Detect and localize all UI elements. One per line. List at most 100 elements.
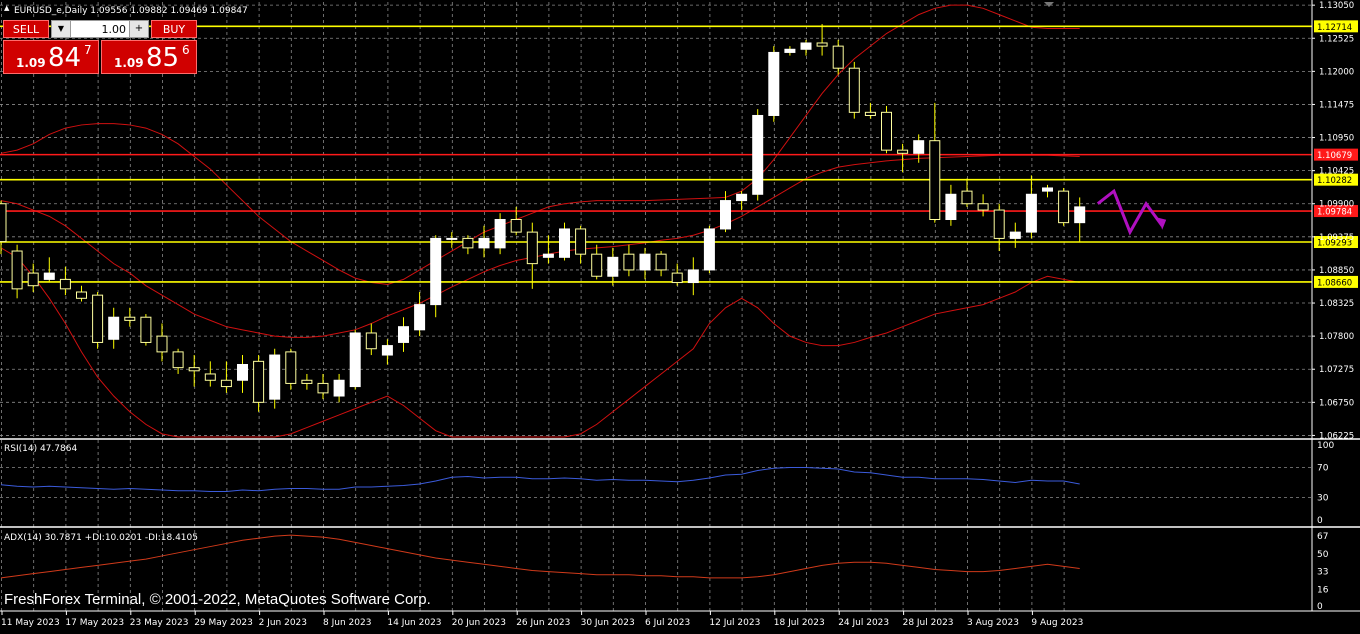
time-tick-label: 17 May 2023 (65, 618, 124, 628)
time-tick-label: 24 Jul 2023 (838, 618, 889, 628)
candle-bull (494, 219, 506, 249)
price-tick-label: 1.12000 (1319, 67, 1354, 77)
candle-bear (27, 272, 39, 287)
candle-bear (172, 351, 184, 369)
time-tick-label: 8 Jun 2023 (323, 618, 371, 628)
level-label: 1.10282 (1317, 176, 1352, 186)
candle-bear (220, 379, 232, 388)
price-tick-label: 1.13050 (1319, 1, 1354, 11)
candle-bull (478, 237, 490, 249)
candle-bear (591, 253, 603, 277)
price-tick-label: 1.08850 (1319, 266, 1354, 276)
candle-bull (269, 354, 281, 400)
lot-size-input[interactable]: ▼ 1.00 + (51, 20, 149, 38)
sell-button[interactable]: SELL (3, 20, 49, 38)
adx-tick: 0 (1317, 602, 1323, 612)
buy-button[interactable]: BUY (151, 20, 197, 38)
adx-tick: 50 (1317, 550, 1329, 560)
grid (0, 2, 1312, 611)
candle-bull (349, 332, 361, 388)
time-tick-label: 23 May 2023 (130, 618, 189, 628)
level-label: 1.10679 (1317, 151, 1352, 161)
candle-bull (720, 200, 731, 230)
candle-bull (1074, 206, 1086, 224)
candle-bear (156, 335, 168, 353)
candle-bear (864, 111, 876, 116)
rsi-tick: 30 (1317, 494, 1329, 504)
adx-pane: ADX(14) 30.7871 +DI:10.0201 -DI:18.4105 6… (0, 532, 1329, 612)
bid-pip: 7 (84, 43, 92, 57)
candle-bull (607, 256, 619, 277)
candle-bear (655, 253, 667, 271)
adx-label: ADX(14) 30.7871 +DI:10.0201 -DI:18.4105 (4, 533, 198, 543)
candle-bull (736, 193, 748, 202)
candle-bull (542, 253, 554, 258)
candle-bear (993, 209, 1005, 239)
candle-bear (816, 42, 828, 47)
lot-size-value[interactable]: 1.00 (101, 23, 127, 36)
bollinger-middle (0, 154, 1080, 338)
lot-increase-icon[interactable]: + (129, 21, 148, 37)
candle-bear (510, 219, 522, 233)
adx-tick: 67 (1317, 532, 1328, 542)
adx-tick: 33 (1317, 568, 1328, 578)
candle-bear (881, 111, 892, 151)
candle-bull (237, 364, 248, 381)
time-tick-label: 11 May 2023 (1, 618, 60, 628)
adx-line (0, 534, 1080, 579)
level-tag (1314, 148, 1358, 161)
candle-bull (1009, 231, 1021, 239)
price-tick-label: 1.06750 (1319, 398, 1354, 408)
level-label: 1.08660 (1317, 278, 1352, 288)
forecast-arrow[interactable] (1096, 188, 1167, 236)
candle-bull (398, 326, 409, 343)
forecast-arrowhead (1158, 217, 1167, 230)
candle-bear (59, 278, 71, 290)
bid-big: 84 (48, 43, 82, 73)
time-tick-label: 2 Jun 2023 (259, 618, 307, 628)
price-tick-label: 1.09900 (1319, 200, 1354, 210)
time-tick-label: 20 Jun 2023 (452, 618, 506, 628)
ask-prefix: 1.09 (114, 56, 144, 70)
time-tick-label: 6 Jul 2023 (645, 618, 690, 628)
candle-bear (929, 140, 941, 220)
candle-bull (430, 237, 442, 306)
ask-price[interactable]: 1.09 85 6 (101, 40, 197, 74)
bid-price[interactable]: 1.09 84 7 (3, 40, 99, 74)
level-tag (1314, 205, 1358, 218)
candle-bull (800, 42, 812, 50)
candle-bear (977, 203, 989, 211)
candle-bull (639, 253, 651, 271)
forecast-path (1096, 188, 1164, 236)
ask-big: 85 (146, 43, 180, 73)
candle-bear (140, 316, 152, 343)
bid-prefix: 1.09 (16, 56, 46, 70)
candle-bear (0, 203, 7, 243)
candle-bear (188, 367, 200, 372)
candle-bear (301, 379, 313, 384)
candle-bull (703, 228, 715, 271)
price-tick-label: 1.11475 (1319, 100, 1354, 110)
horizontal-levels[interactable]: 1.127141.106791.102821.097841.092931.086… (0, 20, 1358, 288)
price-tick-label: 1.12525 (1319, 34, 1354, 44)
candle-bull (687, 269, 699, 284)
candle-bear (462, 237, 474, 249)
one-click-trading-panel: SELL ▼ 1.00 + BUY 1.09 84 7 1.09 85 6 (3, 20, 197, 74)
candle-bear (124, 316, 136, 321)
level-tag (1314, 236, 1358, 249)
candle-bear (897, 149, 909, 154)
time-tick-label: 14 Jun 2023 (387, 618, 441, 628)
candle-bull (784, 48, 796, 53)
price-tick-label: 1.08325 (1319, 299, 1354, 309)
candle-bear (848, 67, 860, 113)
collapse-icon[interactable]: ▲ (4, 4, 10, 12)
candles (0, 24, 1086, 412)
time-tick-label: 26 Jun 2023 (516, 618, 570, 628)
lot-dropdown-icon[interactable]: ▼ (52, 21, 71, 37)
candle-bear (285, 351, 297, 384)
candle-bull (43, 272, 55, 280)
price-tick-label: 1.07275 (1319, 365, 1354, 375)
candle-bull (414, 304, 426, 331)
